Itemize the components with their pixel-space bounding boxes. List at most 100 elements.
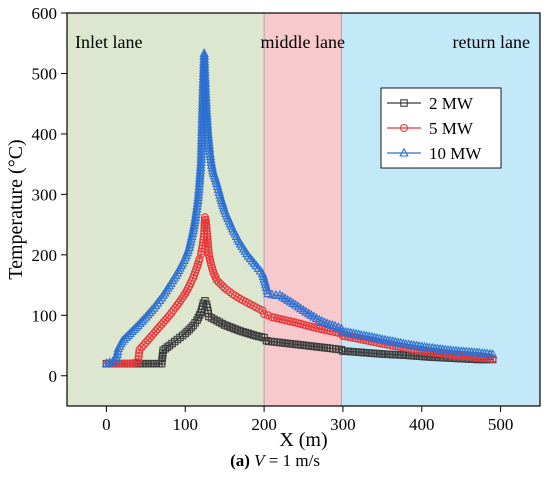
data-point bbox=[163, 313, 172, 322]
data-point bbox=[262, 285, 272, 295]
data-point bbox=[226, 323, 234, 331]
region-label: return lane bbox=[453, 32, 530, 52]
data-point bbox=[187, 230, 197, 240]
data-point bbox=[201, 100, 212, 110]
y-axis: 0 100 200 300 400 500 600 bbox=[32, 4, 67, 386]
data-point bbox=[195, 172, 205, 182]
data-point bbox=[193, 316, 201, 324]
lane-regions bbox=[67, 13, 540, 406]
data-point bbox=[149, 329, 158, 338]
data-point bbox=[196, 156, 206, 166]
data-point bbox=[200, 86, 211, 96]
data-point bbox=[189, 217, 200, 227]
data-point bbox=[196, 159, 206, 169]
data-point bbox=[200, 64, 210, 74]
data-point bbox=[126, 359, 135, 368]
data-point bbox=[135, 345, 144, 354]
data-point bbox=[215, 189, 225, 199]
data-point bbox=[203, 123, 213, 133]
data-point bbox=[258, 270, 269, 280]
data-point bbox=[184, 242, 194, 252]
data-point bbox=[159, 318, 168, 327]
data-point bbox=[212, 178, 222, 188]
data-point bbox=[199, 53, 210, 63]
data-point bbox=[327, 320, 338, 329]
data-point bbox=[120, 359, 129, 368]
data-point bbox=[186, 233, 196, 243]
data-point bbox=[257, 268, 268, 278]
data-point bbox=[187, 228, 198, 238]
data-point bbox=[252, 332, 260, 340]
data-point bbox=[143, 309, 153, 319]
data-point bbox=[183, 327, 191, 336]
data-point bbox=[202, 113, 212, 123]
data-point bbox=[201, 97, 211, 107]
data-point bbox=[196, 148, 206, 158]
data-point bbox=[200, 78, 211, 88]
data-point bbox=[123, 359, 132, 368]
data-point bbox=[196, 143, 207, 153]
caption-label: (a) bbox=[230, 451, 250, 470]
data-point bbox=[196, 140, 207, 150]
data-point bbox=[259, 273, 269, 283]
data-point bbox=[223, 286, 232, 295]
y-tick-label: 100 bbox=[32, 306, 58, 325]
plot-frame bbox=[66, 12, 541, 407]
data-point bbox=[194, 175, 205, 185]
data-point bbox=[201, 218, 211, 227]
data-point bbox=[214, 186, 224, 196]
region-labels: Inlet lane middle lane return lane bbox=[75, 32, 530, 52]
legend-item: 5 MW bbox=[387, 119, 474, 138]
data-point bbox=[178, 331, 187, 340]
data-point bbox=[236, 327, 245, 335]
data-point bbox=[203, 240, 213, 249]
data-point bbox=[213, 183, 224, 193]
x-tick-label: 400 bbox=[409, 415, 435, 434]
data-point bbox=[223, 322, 232, 330]
data-point bbox=[239, 328, 247, 336]
data-point bbox=[190, 211, 201, 221]
data-point bbox=[193, 195, 203, 204]
data-point bbox=[241, 328, 250, 337]
data-point bbox=[195, 162, 206, 172]
data-point bbox=[141, 311, 151, 321]
x-tick-label: 500 bbox=[488, 415, 514, 434]
data-point bbox=[247, 330, 255, 339]
data-point bbox=[203, 235, 212, 244]
data-point bbox=[204, 248, 213, 257]
data-point bbox=[200, 80, 211, 90]
data-point bbox=[220, 321, 229, 329]
data-point bbox=[199, 56, 210, 66]
data-series bbox=[101, 48, 498, 368]
data-point bbox=[188, 222, 199, 232]
x-tick-label: 100 bbox=[173, 415, 199, 434]
data-point bbox=[133, 358, 142, 367]
series-10-mw bbox=[101, 48, 498, 368]
data-point bbox=[199, 61, 210, 71]
legend: 2 MW 5 MW 10 MW bbox=[380, 87, 502, 169]
data-point bbox=[201, 91, 211, 101]
data-point bbox=[202, 118, 213, 128]
data-point bbox=[201, 89, 211, 99]
data-point bbox=[153, 324, 162, 333]
data-point bbox=[169, 306, 178, 315]
data-point bbox=[200, 69, 210, 79]
data-point bbox=[104, 357, 115, 367]
x-tick-label: 0 bbox=[102, 415, 111, 434]
data-point bbox=[260, 279, 271, 289]
legend-item: 10 MW bbox=[387, 144, 482, 163]
data-point bbox=[260, 310, 269, 319]
data-point bbox=[203, 237, 212, 246]
data-point bbox=[263, 288, 273, 298]
data-point bbox=[201, 215, 210, 224]
data-point bbox=[195, 255, 204, 264]
data-point bbox=[261, 282, 272, 292]
x-axis-label: X (m) bbox=[279, 429, 327, 451]
caption-variable: V bbox=[254, 451, 265, 470]
data-point bbox=[194, 313, 203, 322]
data-point bbox=[199, 50, 209, 60]
data-point bbox=[170, 337, 179, 346]
data-point bbox=[161, 315, 170, 324]
data-point bbox=[202, 121, 213, 131]
